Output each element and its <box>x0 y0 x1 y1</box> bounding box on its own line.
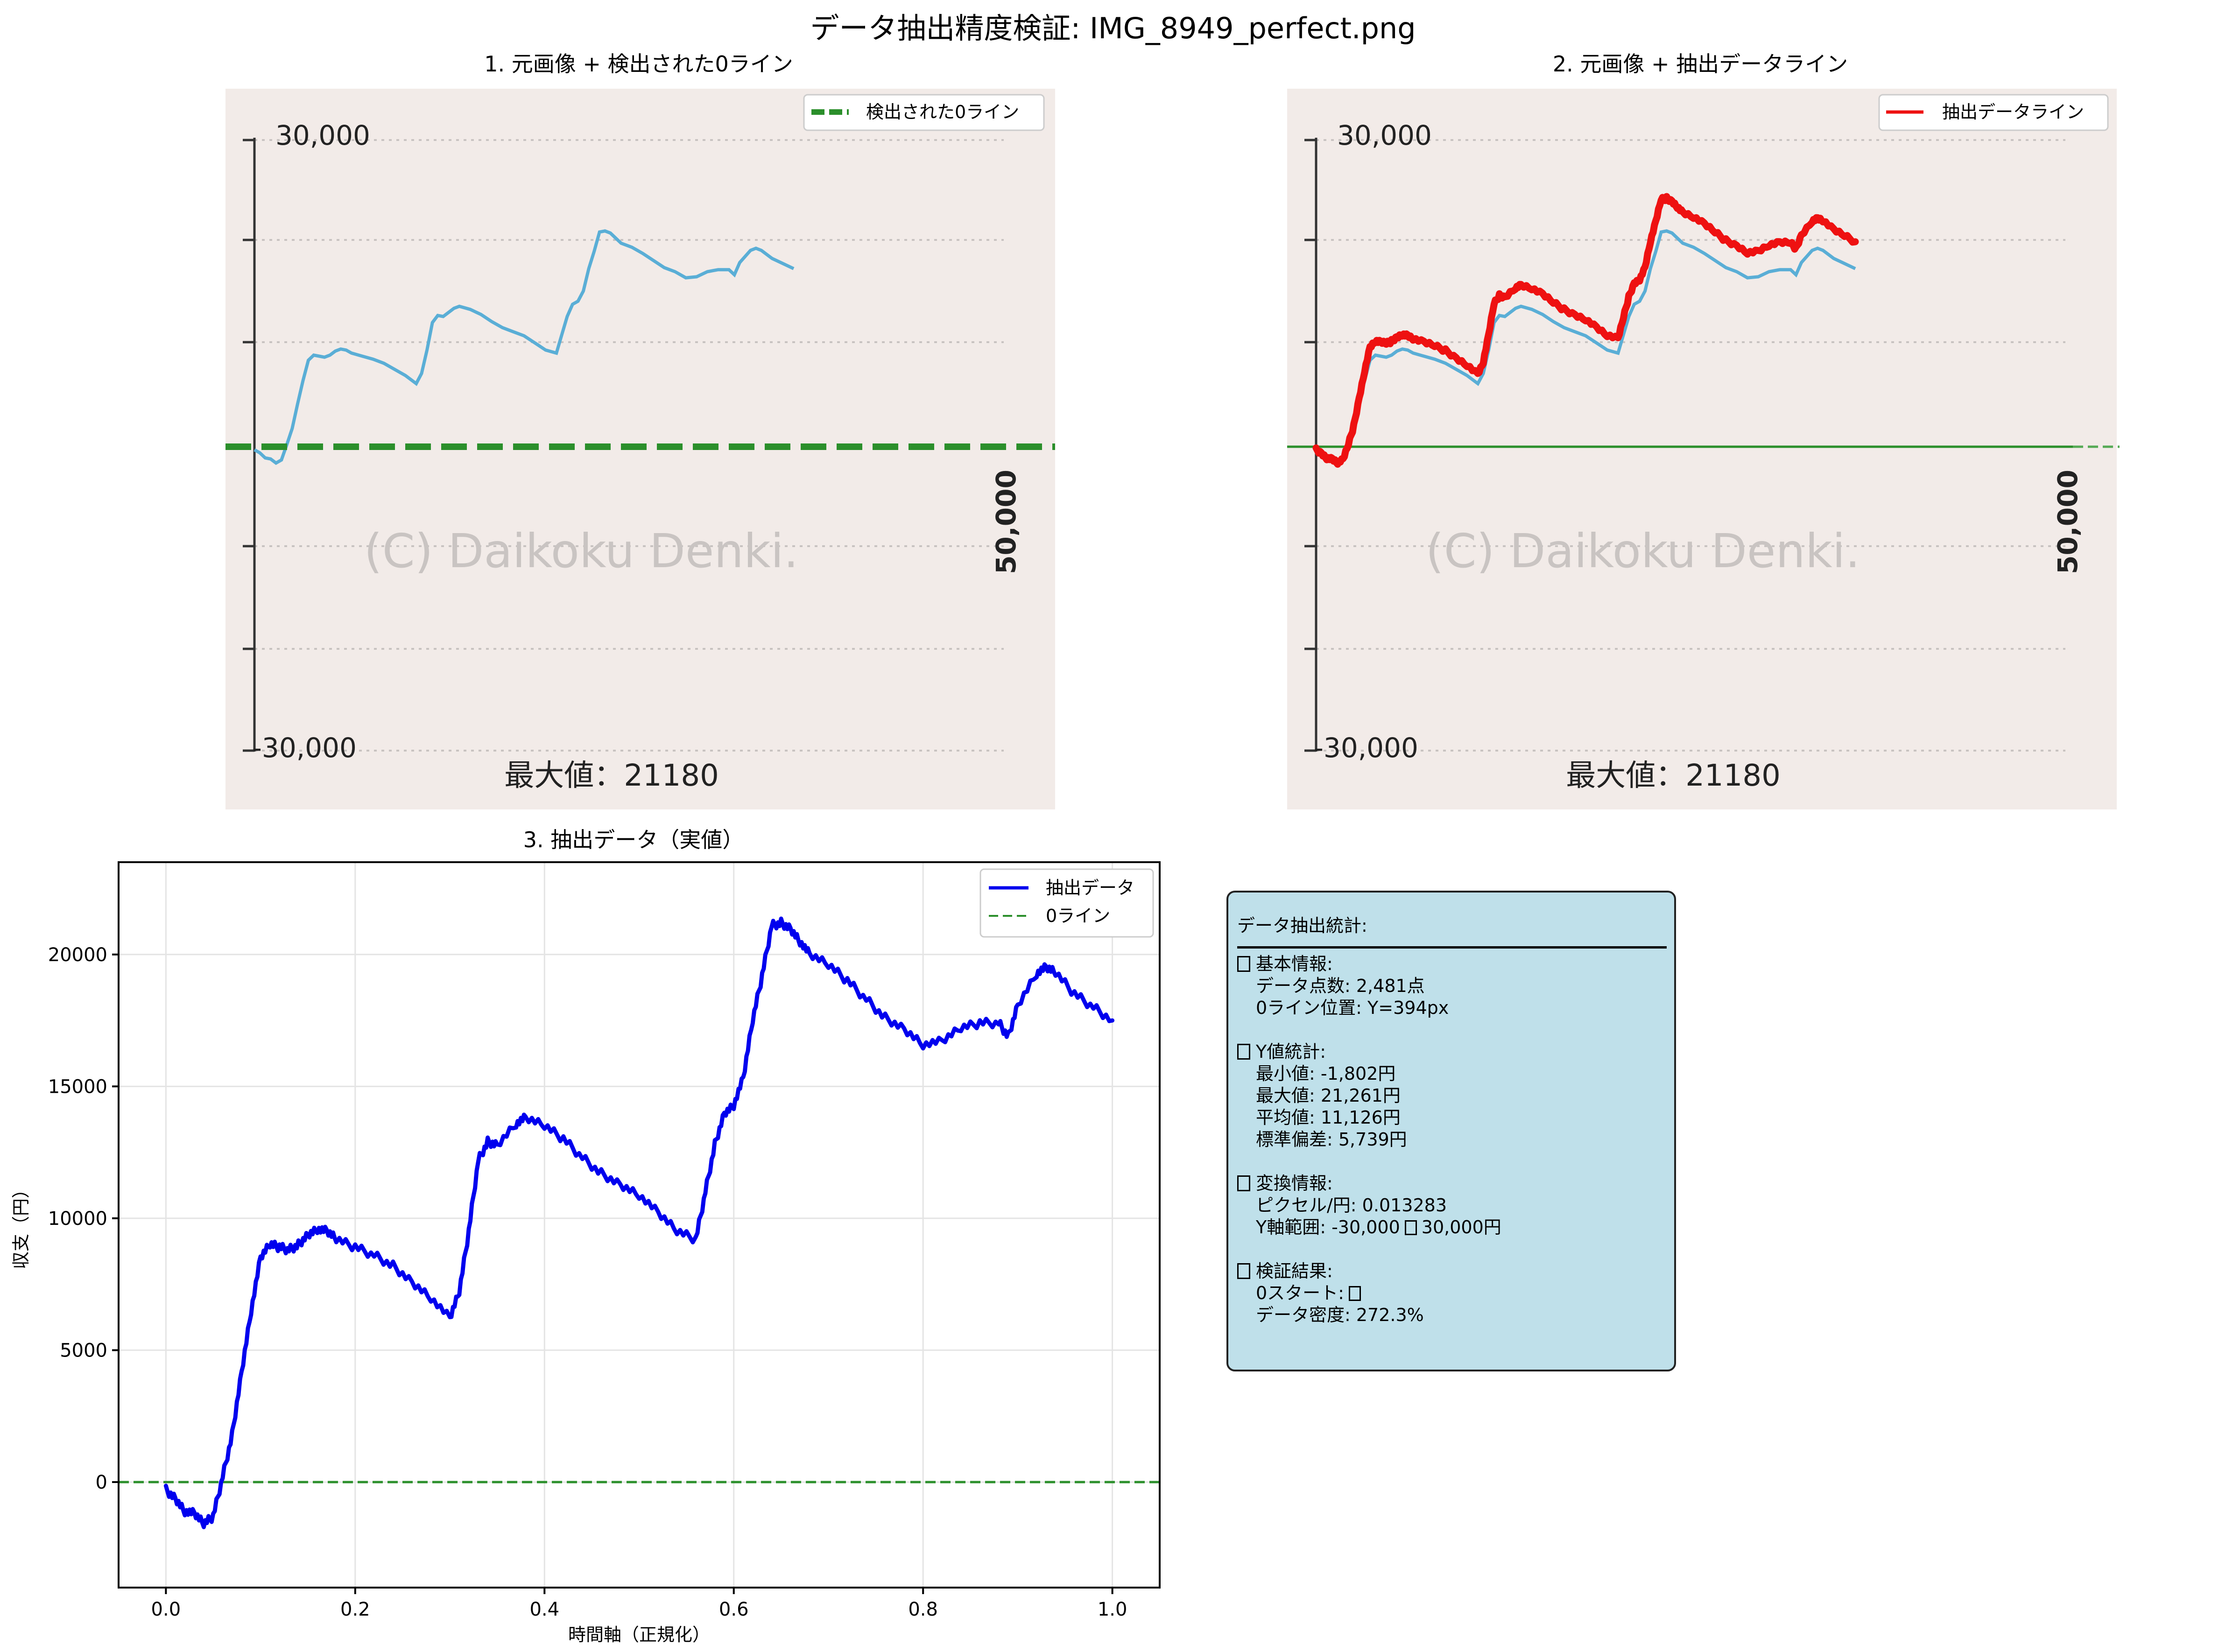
missing-glyph-icon <box>1237 1044 1250 1060</box>
panel-3-x-ticks: 0.0 0.2 0.4 0.6 0.8 1.0 <box>151 1588 1127 1620</box>
missing-glyph-icon <box>1237 1175 1250 1191</box>
x-tick-label: 0.2 <box>340 1599 370 1620</box>
panel-1-image-top-label: 30,000 <box>275 120 370 151</box>
panel-1-legend-label: 検出された0ライン <box>866 102 1019 122</box>
stats-min: 最小値: -1,802円 <box>1256 1063 1396 1084</box>
stats-basic-section: 基本情報: データ点数: 2,481点 0ライン位置: Y=394px <box>1237 953 1676 1019</box>
panel-1-image-watermark: (C) Daikoku Denki. <box>364 524 799 578</box>
y-tick-label: 0 <box>96 1472 107 1493</box>
missing-glyph-icon <box>1237 1263 1250 1279</box>
panel-extracted-data-chart: 3. 抽出データ（実値） 0.0 0.2 0.4 0.6 0.8 1.0 0 5000 100… <box>11 827 1161 1645</box>
panel-3-y-ticks: 0 5000 10000 15000 20000 <box>48 944 119 1493</box>
stats-yrange: Y軸範囲: -30,000 30,000円 <box>1237 1216 1676 1238</box>
stats-zero-start: 0スタート: <box>1237 1282 1676 1304</box>
stats-verify-section: 検証結果: 0スタート: データ密度: 272.3% <box>1237 1260 1676 1326</box>
panel-3-plot-frame <box>118 861 1161 1589</box>
panel-2-legend: 抽出データライン <box>1878 94 2109 131</box>
stats-max: 最大値: 21,261円 <box>1256 1085 1401 1106</box>
stats-box <box>1226 891 1676 1371</box>
panel-3-ylabel: 収支（円） <box>11 1181 31 1269</box>
y-tick-label: 15000 <box>48 1076 107 1097</box>
stats-conv-head: 変換情報: <box>1256 1173 1333 1194</box>
stats-std: 標準偏差: 5,739円 <box>1256 1129 1407 1150</box>
stats-yrange-end: 30,000円 <box>1421 1217 1501 1237</box>
stats-verify-head: 検証結果: <box>1256 1261 1333 1281</box>
panel-1-image-gridlines <box>254 139 1004 752</box>
x-tick-label: 1.0 <box>1098 1599 1127 1620</box>
panel-3-grid <box>119 862 1160 1588</box>
y-tick-label: 5000 <box>60 1340 107 1361</box>
panel-2-image-line <box>1315 229 1856 465</box>
stats-basic-head: 基本情報: <box>1256 954 1333 974</box>
stats-y-section: Y値統計: 最小値: -1,802円 最大値: 21,261円 平均値: 11,… <box>1237 1041 1676 1151</box>
x-tick-label: 0.8 <box>908 1599 938 1620</box>
panel-3-legend: 抽出データ 0ライン <box>979 868 1154 938</box>
y-tick-label: 20000 <box>48 944 107 966</box>
panel-2-extracted-line <box>1312 193 1859 468</box>
x-tick-label: 0.0 <box>151 1599 181 1620</box>
panel-1-legend: 検出された0ライン <box>803 94 1045 131</box>
panel-1-image-side-label: 50,000 <box>990 470 1022 574</box>
stats-zero-pos: 0ライン位置: Y=394px <box>1256 998 1449 1018</box>
figure-title: データ抽出精度検証: IMG_8949_perfect.png <box>810 11 1416 45</box>
stats-points: データ点数: 2,481点 <box>1256 976 1425 996</box>
panel-2-image-top-label: 30,000 <box>1337 120 1432 151</box>
panel-2-image-watermark: (C) Daikoku Denki. <box>1426 524 1860 578</box>
stats-yrange-start: Y軸範囲: -30,000 <box>1256 1217 1400 1237</box>
stats-title: データ抽出統計: <box>1237 915 1367 936</box>
panel-1-title: 1. 元画像 + 検出された0ライン <box>484 51 793 77</box>
panel-1-image-line <box>254 229 795 465</box>
panel-2-image-side-label: 50,000 <box>2052 470 2084 574</box>
panel-1-image-axis <box>243 138 256 752</box>
panel-3-xlabel: 時間軸（正規化） <box>568 1624 710 1645</box>
panel-3-legend-zero-label: 0ライン <box>1046 906 1110 926</box>
panel-2-image-max-label: 最大値：21180 <box>1566 759 1781 793</box>
panel-1-image-bottom-label: -30,000 <box>252 732 357 764</box>
panel-3-series-line <box>163 916 1115 1529</box>
stats-zero-start-label: 0スタート: <box>1256 1283 1344 1303</box>
x-tick-label: 0.4 <box>529 1599 559 1620</box>
missing-glyph-icon <box>1237 956 1250 972</box>
stats-divider <box>1237 946 1667 949</box>
panel-1-image-max-label: 最大値：21180 <box>504 759 719 793</box>
panel-3-title: 3. 抽出データ（実値） <box>523 827 744 852</box>
panel-original-zero-line: 1. 元画像 + 検出された0ライン 30,000 -30,000 50,000… <box>225 51 1055 809</box>
missing-glyph-icon <box>1348 1286 1361 1301</box>
stats-conv-section: 変換情報: ピクセル/円: 0.013283 Y軸範囲: -30,000 30,0… <box>1237 1173 1676 1238</box>
stats-density: データ密度: 272.3% <box>1256 1305 1424 1325</box>
stats-mean: 平均値: 11,126円 <box>1256 1107 1401 1128</box>
stats-y-head: Y値統計: <box>1256 1041 1326 1062</box>
panel-2-image-bg <box>1287 89 2117 809</box>
panel-3-legend-series-label: 抽出データ <box>1046 878 1134 898</box>
panel-2-legend-label: 抽出データライン <box>1942 102 2084 122</box>
stats-px-per-yen: ピクセル/円: 0.013283 <box>1256 1195 1447 1216</box>
missing-glyph-icon <box>1404 1220 1417 1235</box>
panel-original-extracted: 2. 元画像 + 抽出データライン 30,000 -30,000 50,000 … <box>1287 51 2120 809</box>
x-tick-label: 0.6 <box>719 1599 749 1620</box>
panel-2-image-gridlines <box>1316 139 2065 752</box>
panel-2-image-bottom-label: -30,000 <box>1314 732 1418 764</box>
stats-text: データ抽出統計: 基本情報: データ点数: 2,481点 0ライン位置: Y=3… <box>1237 915 1676 1326</box>
panel-2-title: 2. 元画像 + 抽出データライン <box>1553 51 1848 77</box>
y-tick-label: 10000 <box>48 1208 107 1230</box>
